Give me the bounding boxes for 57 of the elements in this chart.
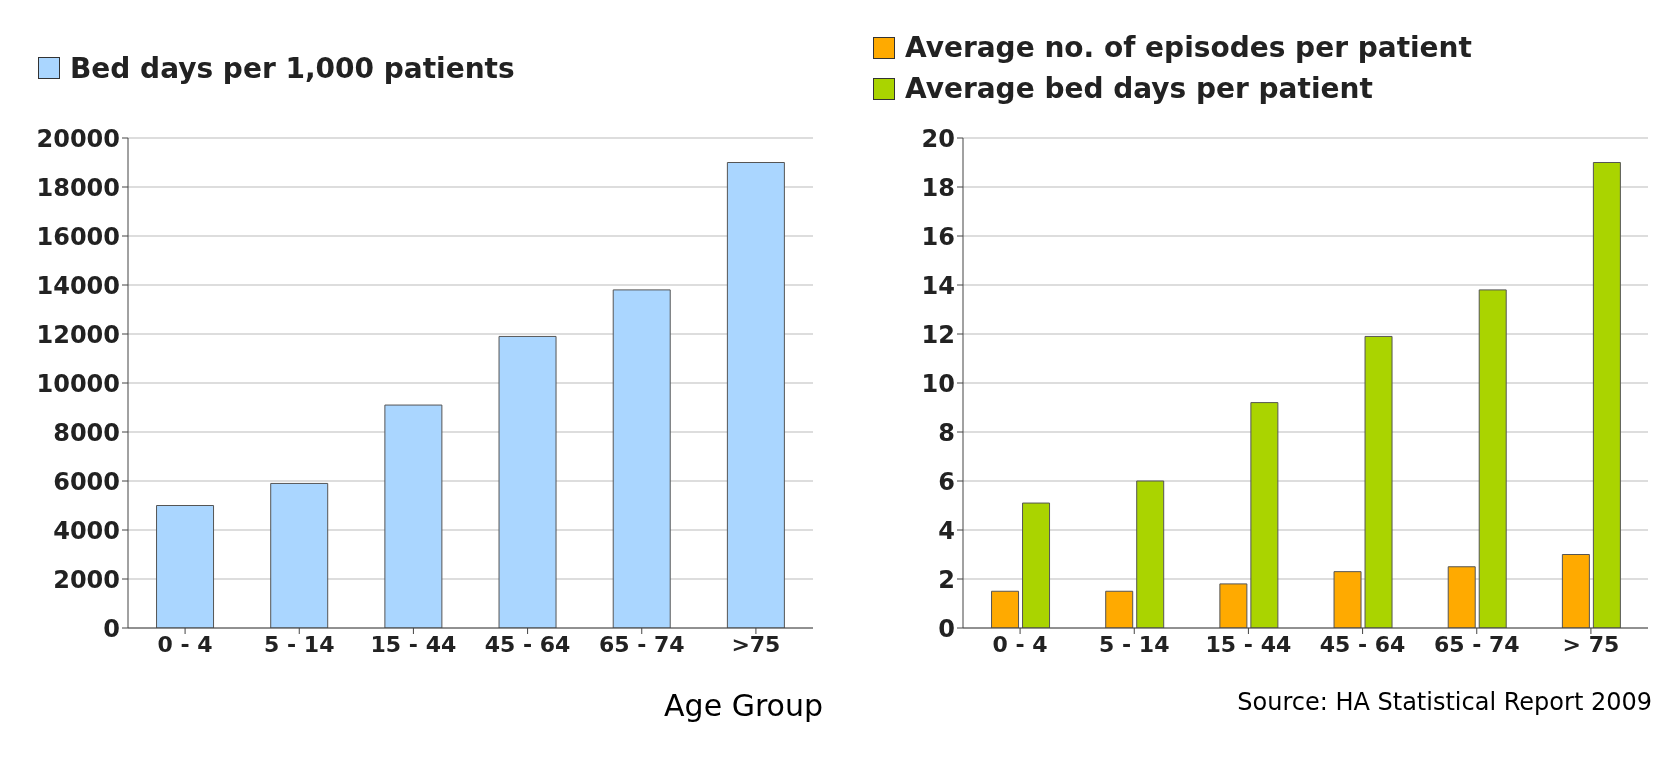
bar xyxy=(1219,583,1248,628)
x-tick-label: 5 - 14 xyxy=(1099,631,1170,657)
bar xyxy=(1333,571,1362,628)
y-tick-label: 16 xyxy=(921,222,955,251)
y-tick-label: 8000 xyxy=(53,418,120,447)
x-tick-label: > 75 xyxy=(1562,631,1620,657)
x-tick-label: 45 - 64 xyxy=(484,631,571,657)
y-tick-label: 18000 xyxy=(36,173,120,202)
bar xyxy=(1105,590,1134,628)
bar xyxy=(270,482,329,628)
bar xyxy=(726,162,785,628)
y-tick-label: 18 xyxy=(921,173,955,202)
bar xyxy=(1561,554,1590,628)
legend-label: Average no. of episodes per patient xyxy=(905,31,1472,64)
x-tick-label: 65 - 74 xyxy=(1433,631,1520,657)
x-tick-label: 15 - 44 xyxy=(1205,631,1292,657)
x-tick-label: 65 - 74 xyxy=(598,631,685,657)
y-tick-label: 12000 xyxy=(36,320,120,349)
bar xyxy=(991,590,1020,628)
y-tick-label: 20000 xyxy=(36,124,120,153)
bar xyxy=(1478,289,1507,628)
legend-label: Bed days per 1,000 patients xyxy=(70,51,515,85)
y-tick-label: 10000 xyxy=(36,369,120,398)
bar xyxy=(384,404,443,628)
y-tick-label: 10 xyxy=(921,369,955,398)
bar xyxy=(1592,162,1621,628)
x-tick-label: 0 - 4 xyxy=(157,631,213,657)
y-tick-label: 16000 xyxy=(36,222,120,251)
x-tick-label: 15 - 44 xyxy=(370,631,457,657)
legend-label: Average bed days per patient xyxy=(905,72,1373,105)
y-tick-label: 0 xyxy=(103,614,120,643)
bar xyxy=(498,335,557,628)
bar xyxy=(1136,480,1165,628)
bar xyxy=(156,505,215,628)
y-tick-label: 4000 xyxy=(53,516,120,545)
bar xyxy=(1022,502,1051,628)
y-tick-label: 4 xyxy=(938,516,955,545)
x-tick-label: 45 - 64 xyxy=(1319,631,1406,657)
y-tick-label: 8 xyxy=(938,418,955,447)
bar xyxy=(1364,335,1393,628)
y-tick-label: 2 xyxy=(938,565,955,594)
x-axis-title: Age Group xyxy=(663,688,823,723)
y-tick-label: 20 xyxy=(921,124,955,153)
y-tick-label: 14000 xyxy=(36,271,120,300)
bar xyxy=(1447,566,1476,628)
source-note: Source: HA Statistical Report 2009 xyxy=(1236,688,1653,716)
y-tick-label: 6 xyxy=(938,467,955,496)
x-tick-label: >75 xyxy=(731,631,781,657)
y-tick-label: 12 xyxy=(921,320,955,349)
y-tick-label: 6000 xyxy=(53,467,120,496)
bar xyxy=(1250,402,1279,628)
x-tick-label: 0 - 4 xyxy=(992,631,1048,657)
y-tick-label: 14 xyxy=(921,271,955,300)
y-tick-label: 2000 xyxy=(53,565,120,594)
x-tick-label: 5 - 14 xyxy=(264,631,335,657)
bar xyxy=(612,289,671,628)
y-tick-label: 0 xyxy=(938,614,955,643)
